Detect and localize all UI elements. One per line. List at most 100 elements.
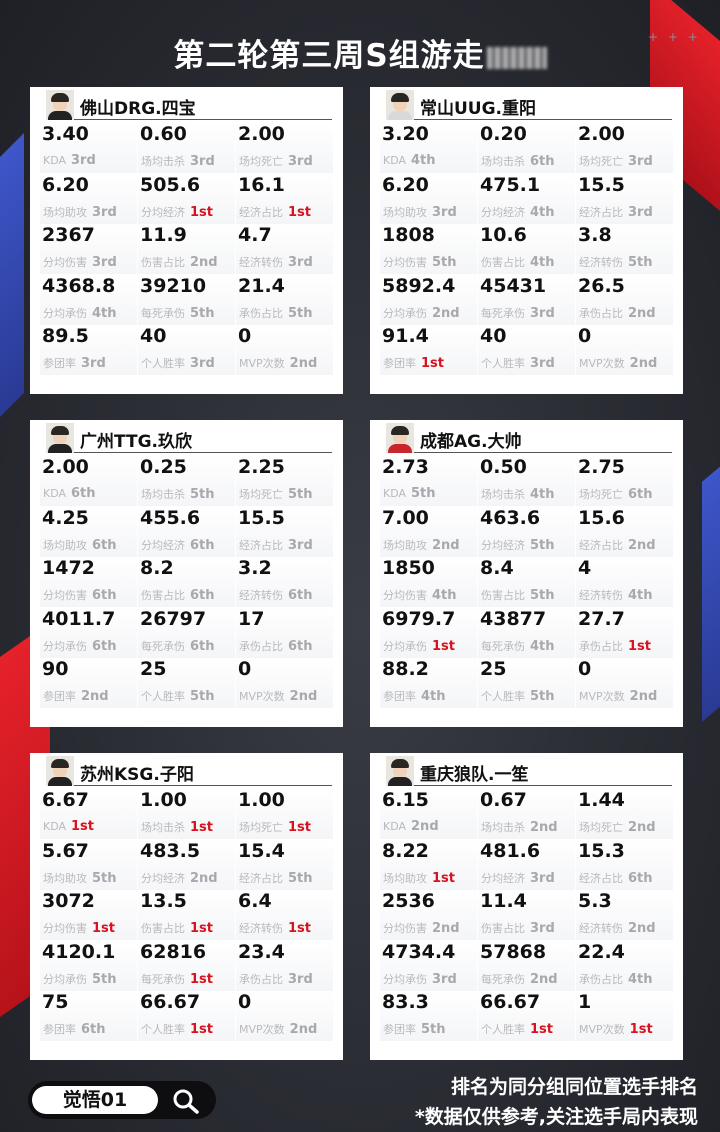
stat-rank: 5th	[530, 588, 555, 603]
card-header: 广州TTG.玖欣	[46, 423, 332, 453]
stat-label-row: 分均经济 3rd	[481, 870, 555, 886]
stat-label-row: 伤害占比 2nd	[141, 254, 218, 270]
stat-rank: 1st	[190, 971, 213, 987]
stat-label: 分均经济	[481, 538, 525, 552]
stat-rank: 3rd	[432, 204, 457, 220]
stat-label-row: MVP次数 1st	[579, 1021, 653, 1037]
stat-label-row: 分均伤害 5th	[383, 254, 457, 270]
search-text[interactable]: 觉悟01	[32, 1086, 158, 1114]
stat-label: 承伤占比	[239, 306, 283, 320]
stat-label-row: 个人胜率 5th	[141, 688, 215, 704]
stat-value: 463.6	[480, 506, 541, 529]
stat-rank: 6th	[92, 588, 117, 603]
stat-value: 0.67	[480, 789, 527, 811]
stat-cell: 83.3 参团率 5th	[380, 991, 477, 1041]
stat-rank: 2nd	[530, 820, 558, 835]
stat-cell: 25 个人胜率 5th	[478, 658, 575, 708]
stat-rank: 2nd	[432, 921, 460, 936]
stat-value: 0	[578, 658, 592, 680]
stat-label: 场均助攻	[43, 538, 87, 552]
stat-label: 个人胜率	[141, 690, 185, 703]
stat-label-row: 经济占比 6th	[579, 870, 653, 886]
stat-value: 1850	[382, 557, 435, 579]
stat-label: 承伤占比	[239, 639, 283, 653]
stat-label-row: 分均伤害 3rd	[43, 254, 117, 270]
stat-label: 场均助攻	[43, 205, 87, 219]
stat-cell: 11.4 伤害占比 3rd	[478, 890, 575, 940]
stat-rank: 2nd	[628, 537, 656, 553]
stat-label: 分均经济	[141, 538, 185, 552]
stat-label-row: 参团率 5th	[383, 1021, 446, 1037]
stat-value: 6.4	[238, 890, 272, 912]
stat-label: 场均死亡	[239, 488, 283, 501]
stat-label: 经济转伤	[239, 256, 283, 269]
stat-value: 8.4	[480, 557, 514, 579]
stat-rank: 5th	[421, 1022, 446, 1037]
search-bar[interactable]: 觉悟01	[28, 1081, 216, 1119]
stat-label: 经济占比	[579, 205, 623, 219]
stat-label: 分均经济	[141, 871, 185, 885]
stat-label: 参团率	[43, 690, 76, 703]
stat-cell: 91.4 参团率 1st	[380, 325, 477, 375]
stat-label-row: 场均助攻 5th	[43, 870, 117, 886]
stat-cell: 5.67 场均助攻 5th	[40, 839, 137, 890]
stat-rank: 6th	[288, 638, 313, 654]
stat-rank: 6th	[530, 154, 555, 169]
stat-rank: 6th	[628, 870, 653, 886]
stat-cell: 3.20 KDA 4th	[380, 123, 477, 173]
stat-label-row: 场均死亡 3rd	[239, 153, 313, 169]
stat-value: 0.20	[480, 123, 527, 145]
stat-value: 10.6	[480, 224, 527, 246]
stat-label-row: 场均助攻 2nd	[383, 537, 460, 553]
player-name: 重庆狼队.一笙	[420, 765, 529, 785]
stat-cell: 26797 每死承伤 6th	[138, 607, 235, 658]
stat-cell: 1.00 场均死亡 1st	[236, 789, 333, 839]
stats-grid: 3.20 KDA 4th 0.20 场均击杀 6th 2.00 场均死亡 3rd 6.20 场均助攻…	[380, 123, 673, 377]
stat-cell: 3.40 KDA 3rd	[40, 123, 137, 173]
stat-cell: 11.9 伤害占比 2nd	[138, 224, 235, 274]
stat-label: 场均击杀	[141, 488, 185, 501]
stat-label: 场均死亡	[239, 155, 283, 168]
stat-label: 分均伤害	[383, 256, 427, 269]
stat-cell: 8.2 伤害占比 6th	[138, 557, 235, 607]
stat-cell: 88.2 参团率 4th	[380, 658, 477, 708]
stat-label: 场均击杀	[481, 821, 525, 834]
player-name: 佛山DRG.四宝	[80, 99, 196, 119]
stat-label: 参团率	[383, 690, 416, 703]
stat-value: 475.1	[480, 173, 541, 196]
stat-label: 每死承伤	[141, 972, 185, 986]
stat-rank: 5th	[92, 971, 117, 987]
stat-label: 个人胜率	[141, 357, 185, 370]
stat-rank: 5th	[190, 305, 215, 321]
stat-cell: 57868 每死承伤 2nd	[478, 940, 575, 991]
stat-label-row: MVP次数 2nd	[579, 688, 657, 704]
stat-cell: 2367 分均伤害 3rd	[40, 224, 137, 274]
stat-rank: 3rd	[81, 356, 106, 371]
stat-rank: 1st	[71, 819, 95, 834]
stat-label: 经济占比	[239, 205, 283, 219]
stat-value: 5.67	[42, 839, 89, 862]
stat-value: 15.4	[238, 839, 285, 862]
player-card: 成都AG.大帅 2.73 KDA 5th 0.50 场均击杀 4th 2.75 场均死亡 6th 7…	[370, 420, 683, 727]
stat-cell: 2.73 KDA 5th	[380, 456, 477, 506]
search-icon[interactable]	[171, 1087, 201, 1115]
stat-rank: 1st	[530, 1022, 553, 1037]
stat-label-row: 承伤占比 5th	[239, 305, 313, 321]
stat-label: 参团率	[383, 1023, 416, 1036]
stat-value: 0.50	[480, 456, 527, 478]
stat-label: 经济转伤	[579, 256, 623, 269]
stat-value: 1.44	[578, 789, 625, 811]
stat-cell: 1472 分均伤害 6th	[40, 557, 137, 607]
stat-cell: 4368.8 分均承伤 4th	[40, 274, 137, 325]
stat-cell: 4734.4 分均承伤 3rd	[380, 940, 477, 991]
stat-cell: 66.67 个人胜率 1st	[478, 991, 575, 1041]
stat-value: 2.75	[578, 456, 625, 478]
stat-value: 3.20	[382, 123, 429, 145]
player-avatar	[46, 756, 74, 786]
stat-rank: 3rd	[92, 255, 117, 270]
stat-value: 40	[480, 325, 507, 347]
stat-cell: 2.00 KDA 6th	[40, 456, 137, 506]
stat-label-row: 场均助攻 6th	[43, 537, 117, 553]
stat-label-row: 场均击杀 6th	[481, 153, 555, 169]
stat-value: 0.60	[140, 123, 187, 145]
